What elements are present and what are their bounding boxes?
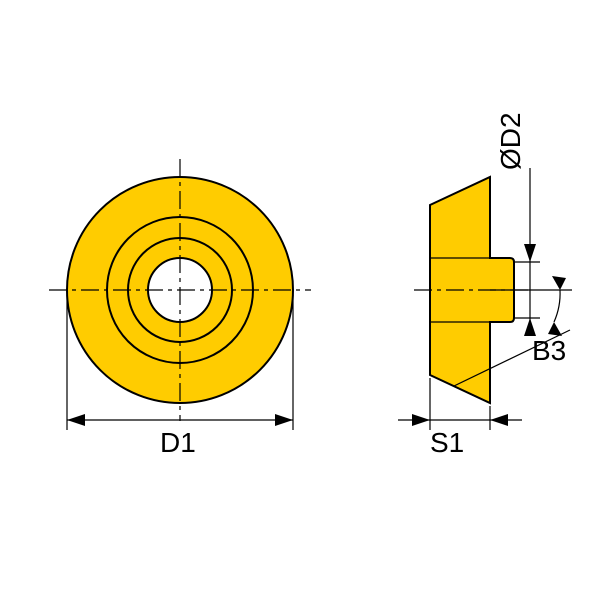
b3-label: B3 (532, 335, 566, 366)
front-view (49, 159, 311, 421)
s1-label: S1 (430, 427, 464, 458)
d1-label: D1 (160, 427, 196, 458)
d2-label: ØD2 (495, 112, 526, 170)
tech-drawing: D1 ØD2 S1 (0, 0, 600, 600)
